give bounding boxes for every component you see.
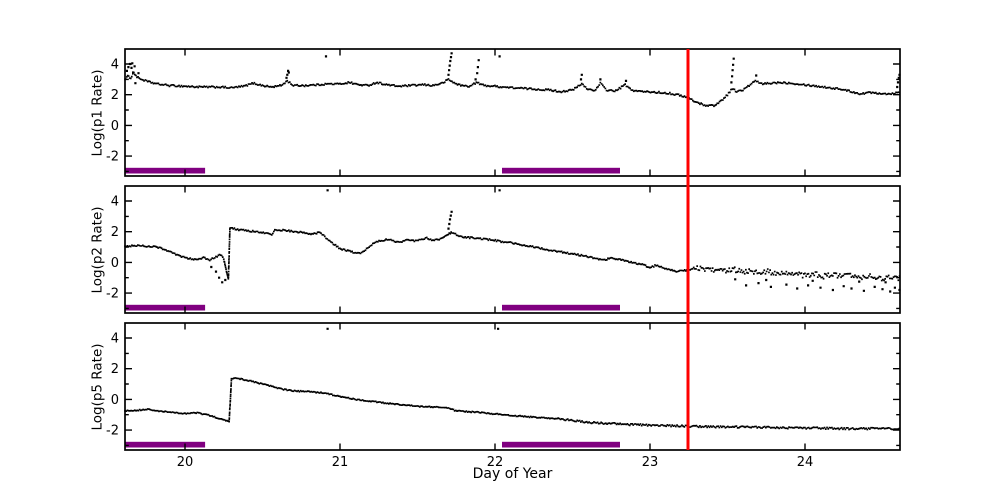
- series-trend: [124, 71, 901, 108]
- panel-border: [124, 185, 901, 314]
- y-tick-label: 4: [111, 195, 119, 210]
- y-axis-label-p1: Log(p1 Rate): [89, 68, 105, 157]
- x-tick-label: 22: [487, 455, 504, 470]
- panel-p1: 4 2 0 -2: [106, 48, 901, 177]
- y-tick-label: 2: [111, 88, 119, 103]
- y-tick-label: 4: [111, 58, 119, 73]
- tick-marks: [125, 323, 900, 450]
- highlight-bar-2: [502, 441, 620, 448]
- series-outliers: [210, 189, 901, 293]
- panel-border: [124, 322, 901, 451]
- y-tick-label: -2: [106, 424, 119, 439]
- y-tick-label: 2: [111, 225, 119, 240]
- series-outliers: [326, 327, 500, 330]
- tick-marks: [125, 49, 900, 176]
- series-trend: [124, 227, 901, 282]
- y-tick-label: 0: [111, 256, 119, 271]
- highlight-bar-1: [125, 167, 206, 174]
- y-tick-label: -2: [106, 287, 119, 302]
- x-tick-label: 20: [177, 455, 194, 470]
- panel-p5: 4 2 0 -2: [106, 322, 901, 451]
- highlight-bar-2: [502, 167, 620, 174]
- y-tick-label: -2: [106, 150, 119, 165]
- x-tick-label: 23: [642, 455, 659, 470]
- y-axis-label-p5: Log(p5 Rate): [89, 342, 105, 431]
- panel-p2: 4 2 0 -2: [106, 185, 901, 314]
- tick-marks: [125, 186, 900, 313]
- y-tick-label: 4: [111, 332, 119, 347]
- x-tick-label: 21: [332, 455, 349, 470]
- y-tick-label: 0: [111, 393, 119, 408]
- highlight-bar-2: [502, 304, 620, 311]
- panel-border: [124, 48, 901, 177]
- highlight-bar-1: [125, 304, 206, 311]
- y-axis-label-p2: Log(p2 Rate): [89, 205, 105, 294]
- y-tick-label: 0: [111, 119, 119, 134]
- highlight-bar-1: [125, 441, 206, 448]
- y-tick-label: 2: [111, 362, 119, 377]
- x-tick-label: 24: [797, 455, 814, 470]
- x-axis-label: Day of Year: [472, 466, 553, 482]
- series-trend: [124, 377, 901, 431]
